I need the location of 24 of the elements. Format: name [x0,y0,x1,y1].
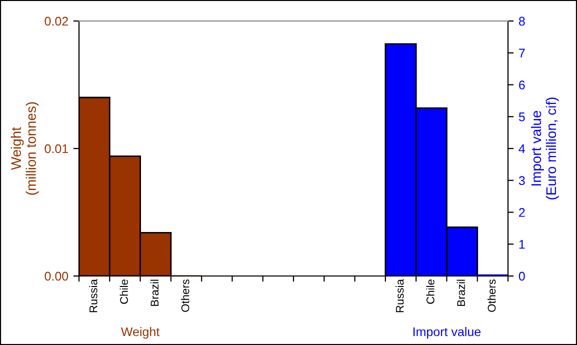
x-tick-label: Others [181,279,190,312]
y2-tick-label: 3 [518,176,525,186]
y2-axis-title: Import value (Euro million, cif) [530,98,559,200]
x-tick-label: Russia [89,279,98,312]
text: Weight [121,327,160,339]
text: Import value [413,327,481,339]
y2-tick-label: 4 [518,144,526,154]
y2-tick-label: 6 [519,80,525,90]
x-tick-label: Chile [426,280,434,304]
y2-tick-label: 8 [518,16,525,26]
x-tick-label: Russia [396,279,404,312]
x-tick-label: Brazil [150,280,159,306]
y-tick-label: 0.01 [44,144,68,154]
y2-tick-label: 5 [518,112,525,122]
x-tick-label: Others [488,279,496,312]
y-tick-label: 0.00 [44,272,68,281]
x-tick-label: Brazil [456,280,466,306]
x-tick-label: Chile [120,280,128,304]
y2-tick-label: 1 [519,240,525,249]
y-axis-title: Weight (million tonnes) [10,102,39,195]
y2-tick-label: 7 [519,48,525,58]
y2-tick-label: 2 [519,208,525,217]
y-tick-label: 0.02 [44,16,68,26]
y2-tick-label: 0 [518,272,525,281]
